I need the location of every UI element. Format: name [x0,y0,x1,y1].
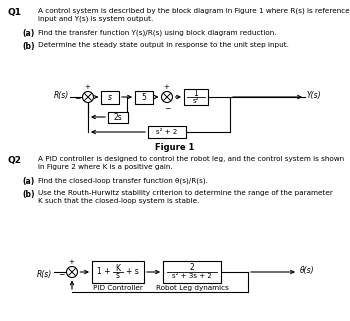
Text: in Figure 2 where K is a positive gain.: in Figure 2 where K is a positive gain. [38,164,173,170]
Text: s: s [108,92,112,101]
Text: s² + 3s + 2: s² + 3s + 2 [172,273,212,280]
Text: Q2: Q2 [7,156,21,165]
Circle shape [161,91,173,102]
Text: Determine the steady state output in response to the unit step input.: Determine the steady state output in res… [38,42,289,48]
Text: A PID controller is designed to control the robot leg, and the control system is: A PID controller is designed to control … [38,156,344,162]
Text: PID Controller: PID Controller [93,285,143,291]
FancyBboxPatch shape [163,261,221,283]
Text: Use the Routh-Hurwitz stability criterion to determine the range of the paramete: Use the Routh-Hurwitz stability criterio… [38,190,333,196]
Circle shape [66,266,77,277]
Text: s²: s² [193,98,199,104]
Text: 1: 1 [194,90,198,99]
FancyBboxPatch shape [108,111,128,123]
Text: Find the closed-loop transfer function θ(s)/R(s).: Find the closed-loop transfer function θ… [38,177,208,184]
Text: −: − [58,270,64,279]
Text: (a): (a) [22,29,34,38]
Text: K: K [116,264,120,273]
FancyBboxPatch shape [135,91,153,103]
Text: +: + [69,259,75,265]
Text: input and Y(s) is system output.: input and Y(s) is system output. [38,16,153,22]
Text: s: s [116,272,120,281]
Text: 2: 2 [190,264,194,273]
Text: A control system is described by the block diagram in Figure 1 where R(s) is ref: A control system is described by the blo… [38,8,350,14]
Text: 1 +: 1 + [97,267,111,276]
Text: 2s: 2s [114,112,122,122]
Text: (b): (b) [22,190,35,199]
Text: (a): (a) [22,177,34,186]
Text: Y(s): Y(s) [307,91,322,100]
Text: +: + [85,84,90,90]
FancyBboxPatch shape [92,261,144,283]
Text: s² + 2: s² + 2 [156,129,177,135]
Text: + s: + s [126,267,138,276]
Text: K such that the closed-loop system is stable.: K such that the closed-loop system is st… [38,198,200,204]
Text: +: + [163,84,169,90]
Text: −: − [164,105,171,114]
Text: Figure 1: Figure 1 [155,143,195,152]
Circle shape [83,91,93,102]
Text: (b): (b) [22,42,35,51]
Text: Find the transfer function Y(s)/R(s) using block diagram reduction.: Find the transfer function Y(s)/R(s) usi… [38,29,276,36]
Text: Robot Leg dynamics: Robot Leg dynamics [155,285,229,291]
FancyBboxPatch shape [184,89,208,105]
Text: Q1: Q1 [7,8,21,17]
Text: θ(s): θ(s) [300,266,315,275]
Text: R(s): R(s) [37,270,52,279]
Text: −: − [74,94,81,103]
Text: 5: 5 [141,92,146,101]
FancyBboxPatch shape [101,91,119,103]
FancyBboxPatch shape [148,126,186,138]
Text: R(s): R(s) [54,91,69,100]
